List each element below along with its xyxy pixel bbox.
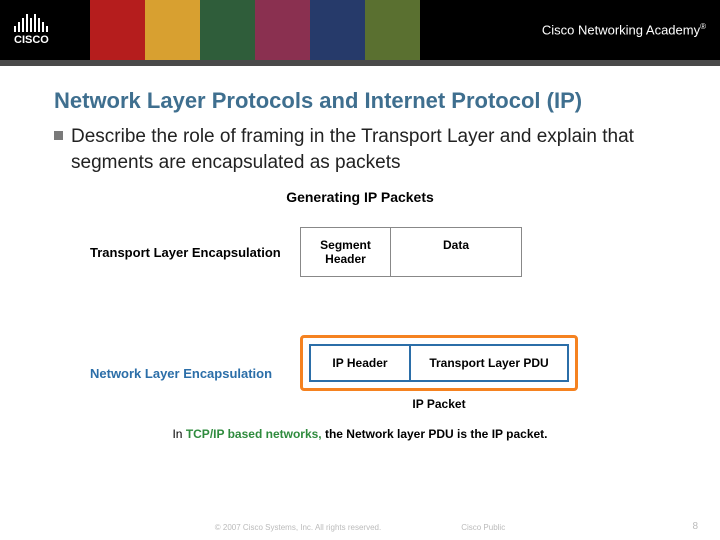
transport-encap-row: Transport Layer Encapsulation Segment He…: [90, 227, 630, 277]
ip-packet-inner: IP Header Transport Layer PDU: [309, 344, 569, 382]
slide-body: Network Layer Protocols and Internet Pro…: [0, 66, 720, 441]
header-photo: [310, 0, 365, 60]
header-photo: [145, 0, 200, 60]
diagram: Generating IP Packets Transport Layer En…: [90, 189, 630, 441]
ip-packet-label: IP Packet: [412, 397, 465, 411]
header-photo: [255, 0, 310, 60]
network-encap-row: Network Layer Encapsulation IP Header Tr…: [90, 335, 630, 411]
slide-title: Network Layer Protocols and Internet Pro…: [54, 88, 666, 114]
bullet-text: Describe the role of framing in the Tran…: [71, 124, 666, 175]
header-bar: CISCO Cisco Networking Academy®: [0, 0, 720, 60]
segment-data-cell: Data: [391, 228, 521, 276]
ip-header-cell: IP Header: [309, 344, 409, 382]
ip-pdu-cell: Transport Layer PDU: [409, 344, 569, 382]
page-number: 8: [692, 521, 698, 532]
academy-label: Cisco Networking Academy®: [542, 22, 706, 37]
segment-header-cell: Segment Header: [301, 228, 391, 276]
cisco-logo-text: CISCO: [14, 35, 49, 46]
bullet-item: Describe the role of framing in the Tran…: [54, 124, 666, 175]
bullet-icon: [54, 131, 63, 140]
header-photo: [200, 0, 255, 60]
cisco-logo-bars: [14, 14, 49, 32]
header-photo-strip: [90, 0, 420, 60]
segment-box: Segment Header Data: [300, 227, 522, 277]
ip-packet-outer: IP Header Transport Layer PDU: [300, 335, 578, 391]
diagram-title: Generating IP Packets: [90, 189, 630, 205]
header-photo: [90, 0, 145, 60]
header-photo: [365, 0, 420, 60]
footer: © 2007 Cisco Systems, Inc. All rights re…: [0, 523, 720, 532]
network-encap-label: Network Layer Encapsulation: [90, 366, 300, 381]
footer-copyright: © 2007 Cisco Systems, Inc. All rights re…: [215, 523, 381, 532]
transport-encap-label: Transport Layer Encapsulation: [90, 245, 300, 260]
diagram-footnote: In TCP/IP based networks, the Network la…: [90, 427, 630, 441]
cisco-logo: CISCO: [14, 14, 49, 46]
footer-label: Cisco Public: [461, 523, 505, 532]
